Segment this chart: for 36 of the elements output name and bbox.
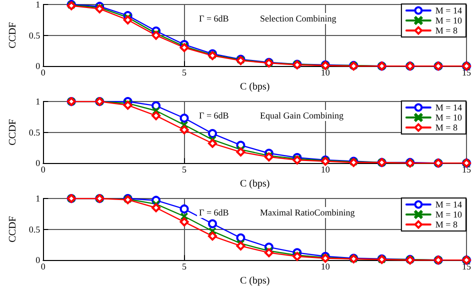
y-tick-label: 1 — [36, 194, 40, 204]
annotation: Maximal RatioCombining — [260, 208, 356, 218]
y-tick-label: 0.5 — [28, 127, 41, 138]
y-tick-label: 0.5 — [28, 224, 41, 234]
legend-label: M = 8 — [435, 122, 458, 132]
legend-label: M = 10 — [435, 16, 462, 26]
legend-label: M = 8 — [435, 26, 458, 36]
y-tick-label: 0 — [36, 255, 41, 266]
legend-label: M = 14 — [435, 102, 462, 112]
annotation: Γ = 6dB — [199, 14, 229, 24]
y-axis-title: CCDF — [8, 216, 18, 242]
legend-label: M = 14 — [435, 200, 462, 210]
legend-label: M = 10 — [435, 210, 462, 220]
x-tick-label: 10 — [320, 68, 330, 78]
y-tick-label: 1 — [36, 0, 40, 10]
x-tick-label: 5 — [182, 68, 188, 78]
annotation: Γ = 6dB — [199, 110, 229, 120]
x-tick-label: 5 — [182, 164, 188, 175]
y-axis-title: CCDF — [8, 22, 18, 48]
x-axis-title: C (bps) — [240, 276, 270, 286]
y-axis-title: CCDF — [8, 118, 18, 146]
x-tick-label: 10 — [320, 262, 330, 272]
annotation: Selection Combining — [260, 14, 337, 24]
y-tick-label: 0 — [36, 61, 41, 72]
legend-label: M = 10 — [435, 112, 462, 122]
legend-label: M = 8 — [435, 220, 458, 230]
annotation: Γ = 6dB — [199, 208, 229, 218]
y-tick-label: 1 — [36, 96, 40, 106]
x-axis-title: C (bps) — [240, 82, 270, 92]
legend-label: M = 14 — [435, 6, 462, 16]
y-tick-label: 0.5 — [28, 30, 41, 40]
x-tick-label: 5 — [182, 262, 188, 272]
x-axis-title: C (bps) — [240, 178, 270, 190]
annotation: Equal Gain Combining — [260, 110, 344, 120]
x-tick-label: 10 — [320, 164, 330, 175]
y-tick-label: 0 — [36, 158, 41, 168]
